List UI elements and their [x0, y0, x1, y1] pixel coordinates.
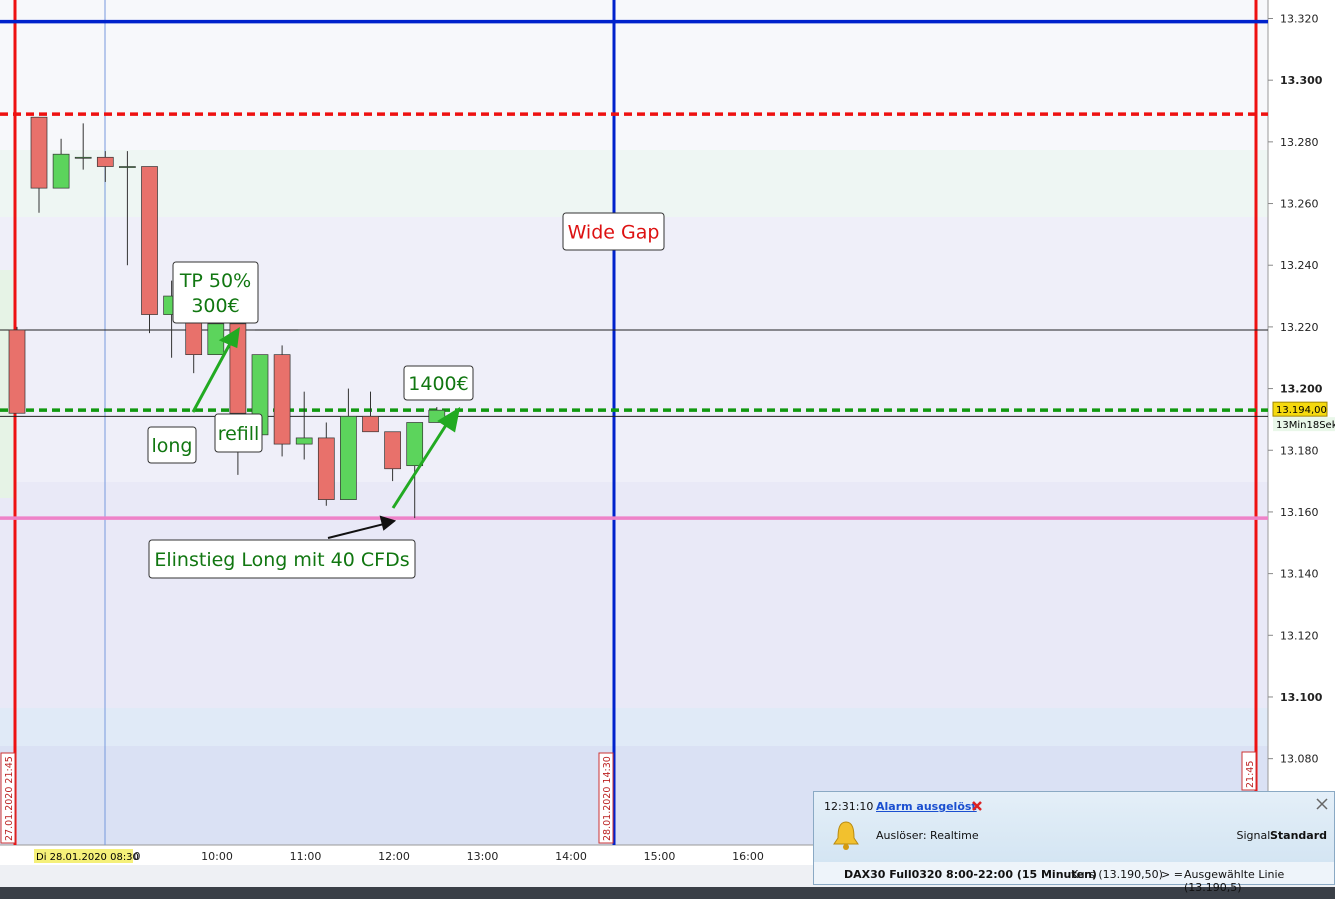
- annotation-box: [148, 539, 416, 579]
- annotation-box: [147, 426, 197, 464]
- vline-tag: [0, 752, 16, 844]
- date-highlight: [34, 849, 133, 863]
- operator: > =: [1161, 868, 1183, 881]
- candle-body: [52, 153, 70, 189]
- y-tick-label: 13.220: [1280, 321, 1319, 334]
- vline-label: 21:45: [1245, 761, 1256, 788]
- y-tick-label: 13.200: [1280, 383, 1323, 396]
- y-tick-label: 13.240: [1280, 259, 1319, 272]
- x-tick-label: 11:00: [290, 850, 322, 863]
- candle-body: [8, 329, 26, 414]
- candle-body: [74, 156, 92, 159]
- price-tag: [1272, 401, 1328, 417]
- selected-line: Ausgewählte Linie (13.190,5): [1184, 868, 1285, 894]
- y-tick-label: 13.140: [1280, 568, 1319, 581]
- arrows: [255, 329, 397, 539]
- candle-body: [96, 156, 114, 167]
- alarm-link[interactable]: Alarm ausgelöst: [876, 800, 977, 813]
- annotation-box: [214, 413, 263, 453]
- y-tick-label: 13.260: [1280, 198, 1319, 211]
- x-tick-label: 13:00: [467, 850, 499, 863]
- candle-body: [384, 431, 401, 470]
- annotation: 300€: [191, 295, 239, 317]
- x-tick-label: 15:00: [644, 850, 676, 863]
- price: Kurs (13.190,50): [1071, 868, 1163, 881]
- annotation: TP 50%: [179, 270, 251, 292]
- annotation: Wide Gap: [568, 222, 660, 244]
- date-label: Di 28.01.2020 08:30: [36, 852, 139, 863]
- annotation: refill: [218, 423, 260, 445]
- time: 12:31:10: [824, 800, 874, 813]
- vline-tag: [598, 752, 614, 844]
- bell-icon: [833, 821, 859, 850]
- annotation: Elinstieg Long mit 40 CFDs: [154, 549, 409, 571]
- candle-body: [273, 354, 291, 445]
- x-tick-label: 14:00: [555, 850, 587, 863]
- vline-tag: [1241, 751, 1257, 791]
- annotation: long: [151, 435, 192, 457]
- candle-body: [141, 166, 158, 315]
- trigger: Auslöser: Realtime: [876, 829, 979, 842]
- candle-body: [295, 437, 313, 445]
- vline-label: 28.01.2020 14:30: [602, 756, 613, 841]
- y-tick-label: 13.280: [1280, 136, 1319, 149]
- y-tick-label: 13.120: [1280, 629, 1319, 642]
- vline-label: 27.01.2020 21:45: [4, 756, 15, 841]
- y-tick-label: 13.180: [1280, 444, 1319, 457]
- band: [0, 270, 14, 498]
- band: [0, 150, 1268, 217]
- y-tick-label: 13.160: [1280, 506, 1319, 519]
- price-tag-label: 13.194,00: [1276, 405, 1327, 416]
- arrows: [191, 327, 461, 509]
- x-tick-label: 16:00: [732, 850, 764, 863]
- x-tick-label: 10:00: [201, 850, 233, 863]
- y-tick-label: 13.320: [1280, 13, 1319, 26]
- candle-body: [340, 415, 357, 500]
- candle-body: [119, 166, 136, 168]
- y-tick-label: 13.300: [1280, 74, 1323, 87]
- countdown: 13Min18Sek: [1276, 420, 1335, 431]
- signal: Standard: [1269, 829, 1327, 842]
- close-button[interactable]: [1316, 798, 1328, 810]
- band: [0, 0, 1268, 150]
- annotation-box: [562, 212, 665, 251]
- candle-body: [317, 437, 335, 500]
- annotation: 1400€: [408, 373, 468, 395]
- annotation-box: [172, 261, 259, 324]
- y-tick-label: 13.080: [1280, 753, 1319, 766]
- annotation-box: [403, 365, 474, 401]
- x-tick-label: 12:00: [378, 850, 410, 863]
- close-icon[interactable]: [972, 801, 982, 811]
- band: [0, 708, 1268, 746]
- candle-body: [406, 422, 424, 467]
- instrument: DAX30 Full0320 8:00-22:00 (15 Minuten): [844, 868, 1097, 881]
- signal-label: Signal:: [1236, 829, 1275, 842]
- y-tick-label: 13.100: [1280, 691, 1323, 704]
- countdown-box: [1273, 417, 1335, 432]
- band: [0, 482, 1268, 708]
- taskbar: [0, 887, 1335, 899]
- alarm-popup: 12:31:10 Alarm ausgelöst Auslöser: Realt…: [813, 791, 1335, 894]
- candle-body: [30, 116, 48, 189]
- candle-body: [362, 415, 379, 433]
- x-tick-label: 0: [134, 850, 141, 863]
